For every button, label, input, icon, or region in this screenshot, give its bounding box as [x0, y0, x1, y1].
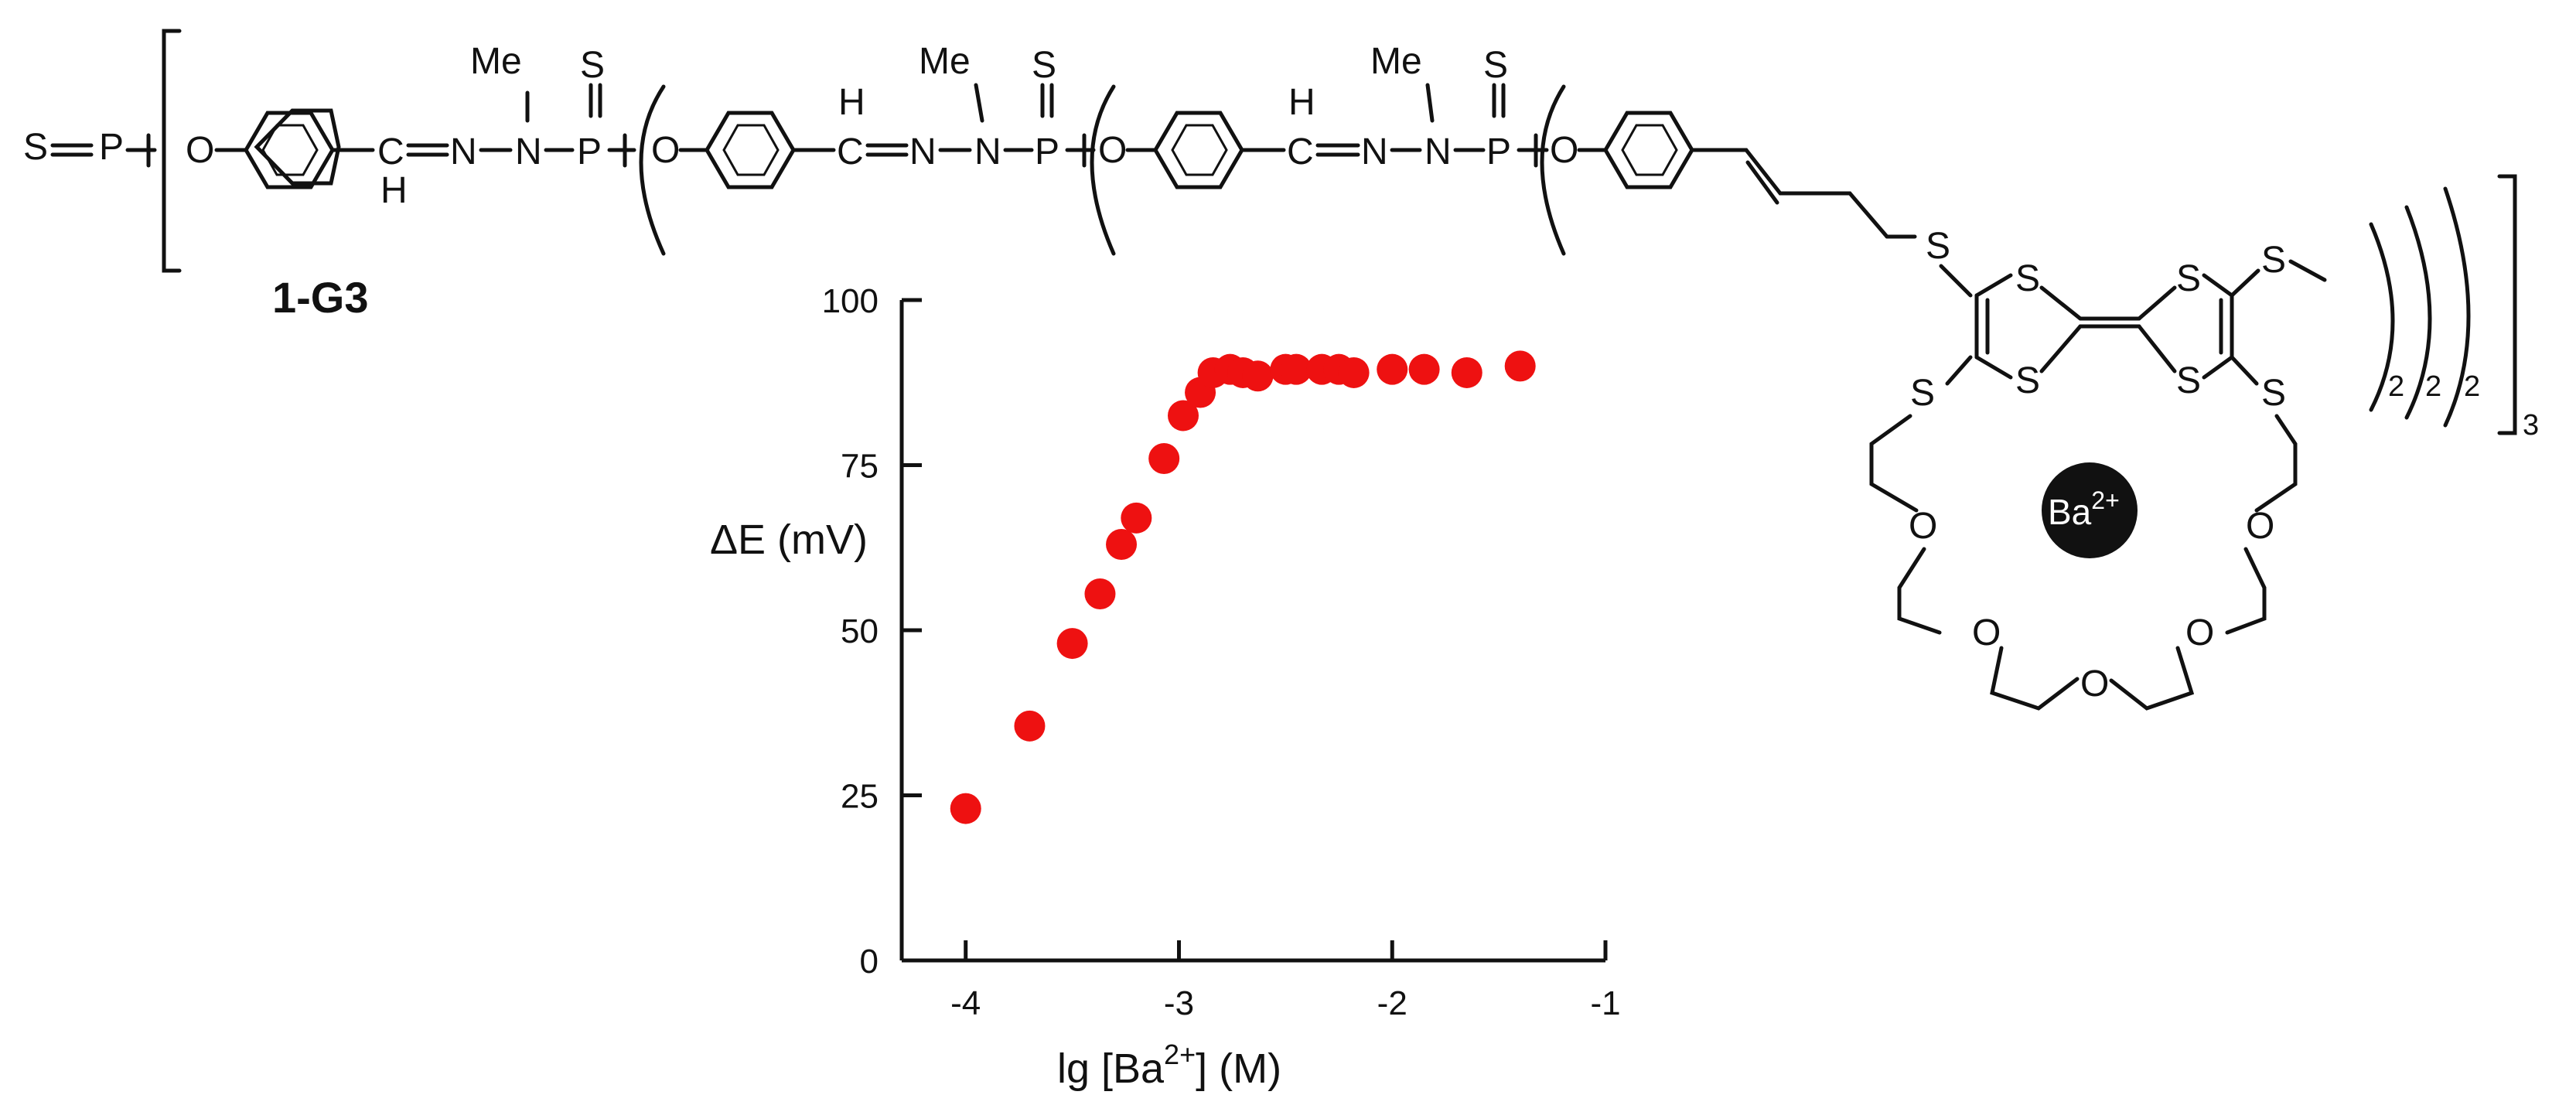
unit1-carbon-label: C [377, 131, 404, 172]
unit1-paren [639, 84, 666, 256]
unit1-methyl-label: Me [470, 41, 522, 82]
crown-oxygen-4: O [2185, 612, 2214, 653]
unit1-thiophosphoryl-sulfur: S [580, 45, 605, 86]
ttf-sulfur-1: S [2015, 258, 2040, 299]
data-point [1281, 353, 1312, 385]
barium-ion-disc [2042, 462, 2138, 558]
ttf-sulfur-3: S [2176, 258, 2201, 299]
x-tick-label: -2 [1377, 984, 1407, 1022]
x-tick-label: -1 [1590, 984, 1620, 1022]
unit2-nitrogen1-label: N [909, 131, 937, 172]
data-point [1106, 528, 1138, 560]
unit3-thiophosphoryl-sulfur: S [1483, 45, 1508, 86]
unit3-nitrogen2-label: N [1424, 131, 1452, 172]
dendrimer-structure: S P O C H N N Me P S [23, 29, 2539, 711]
data-point [1338, 356, 1370, 388]
core-sulfur-label: S [23, 127, 48, 168]
repeat-subscript-2: 2 [2425, 370, 2441, 403]
unit1-nitrogen2-label: N [515, 131, 542, 172]
unit2-oxygen-label: O [651, 130, 680, 171]
unit1-hydrogen-label: H [380, 170, 408, 211]
unit2-carbon-label: C [837, 131, 864, 172]
x-tick-label: -4 [950, 984, 981, 1022]
data-point [1504, 350, 1536, 382]
core-bracket-right [2497, 174, 2517, 435]
unit2-hydrogen-label: H [838, 82, 865, 123]
crown-sulfur-left: S [1910, 373, 1935, 414]
y-axis: 0 25 50 75 100 [822, 282, 922, 981]
generation-unit-1: C H N N Me P S [244, 41, 666, 256]
titration-chart: 0 25 50 75 100 -4 -3 -2 -1 ΔE (mV) lg [Ba2+] (M… [710, 282, 1621, 1092]
unit2-paren [1090, 84, 1116, 256]
generation-unit-3: O C H N N Me P S [1098, 41, 1566, 256]
data-point [1084, 578, 1116, 610]
unit3-methyl-label: Me [1370, 41, 1422, 82]
data-point [1377, 353, 1408, 385]
unit3-nitrogen1-label: N [1361, 131, 1388, 172]
repeat-subscript-3: 2 [2464, 370, 2480, 403]
unit3-carbon-label: C [1287, 131, 1314, 172]
data-point [1408, 353, 1440, 385]
x-tick-label: -3 [1164, 984, 1194, 1022]
repeat-subscript-core: 3 [2523, 409, 2539, 442]
unit3-oxygen-label: O [1098, 130, 1127, 171]
data-point [1121, 502, 1152, 534]
y-axis-title: ΔE (mV) [710, 517, 868, 563]
crown-sulfur-right: S [2261, 373, 2286, 414]
close-paren-1 [2369, 222, 2395, 412]
data-point [1168, 400, 1199, 431]
y-tick-label: 50 [841, 612, 879, 650]
core-oxygen-label: O [186, 130, 214, 171]
unit3-hydrogen-label: H [1288, 82, 1315, 123]
barium-ion-label: Ba2+ [2048, 486, 2120, 532]
y-tick-label: 75 [841, 448, 879, 486]
repeat-subscript-1: 2 [2388, 370, 2404, 403]
x-axis-title: lg [Ba2+] (M) [1057, 1039, 1281, 1092]
unit2-nitrogen2-label: N [974, 131, 1001, 172]
terminal-methylthio-sulfur: S [2261, 240, 2286, 281]
terminal-thioether-sulfur: S [1926, 226, 1950, 267]
data-point [1014, 710, 1046, 742]
x-axis: -4 -3 -2 -1 [902, 940, 1621, 1022]
y-tick-label: 0 [860, 943, 879, 981]
generation-unit-2: O C H N N Me P S [651, 41, 1116, 256]
unit2-methyl-label: Me [919, 41, 971, 82]
crown-oxygen-3: O [2080, 663, 2109, 704]
data-point [950, 793, 981, 824]
close-paren-3 [2443, 186, 2471, 428]
ttf-sulfur-2: S [2015, 360, 2040, 401]
data-point [1056, 628, 1088, 660]
data-point [1451, 356, 1482, 388]
data-point [1242, 360, 1274, 392]
terminal-oxygen-label: O [1550, 130, 1578, 171]
crown-oxygen-5: O [2246, 506, 2274, 547]
y-tick-label: 100 [822, 282, 879, 320]
unit3-phosphorus-label: P [1486, 131, 1511, 172]
data-point [1148, 442, 1180, 474]
ttf-crown-terminal: O S S S S S [1550, 111, 2539, 711]
unit3-paren [1540, 84, 1566, 256]
compound-label: 1-G3 [272, 273, 369, 322]
crown-oxygen-2: O [1972, 612, 2001, 653]
close-paren-2 [2404, 205, 2432, 420]
y-tick-label: 25 [841, 778, 879, 816]
core-bracket-left [162, 29, 182, 273]
data-points [950, 350, 1536, 824]
crown-oxygen-1: O [1909, 506, 1937, 547]
core-phosphorus-label: P [99, 127, 124, 168]
unit2-phosphorus-label: P [1035, 131, 1059, 172]
unit2-thiophosphoryl-sulfur: S [1032, 45, 1056, 86]
unit1-nitrogen1-label: N [450, 131, 477, 172]
ttf-sulfur-4: S [2176, 360, 2201, 401]
unit1-phosphorus-label: P [577, 131, 602, 172]
